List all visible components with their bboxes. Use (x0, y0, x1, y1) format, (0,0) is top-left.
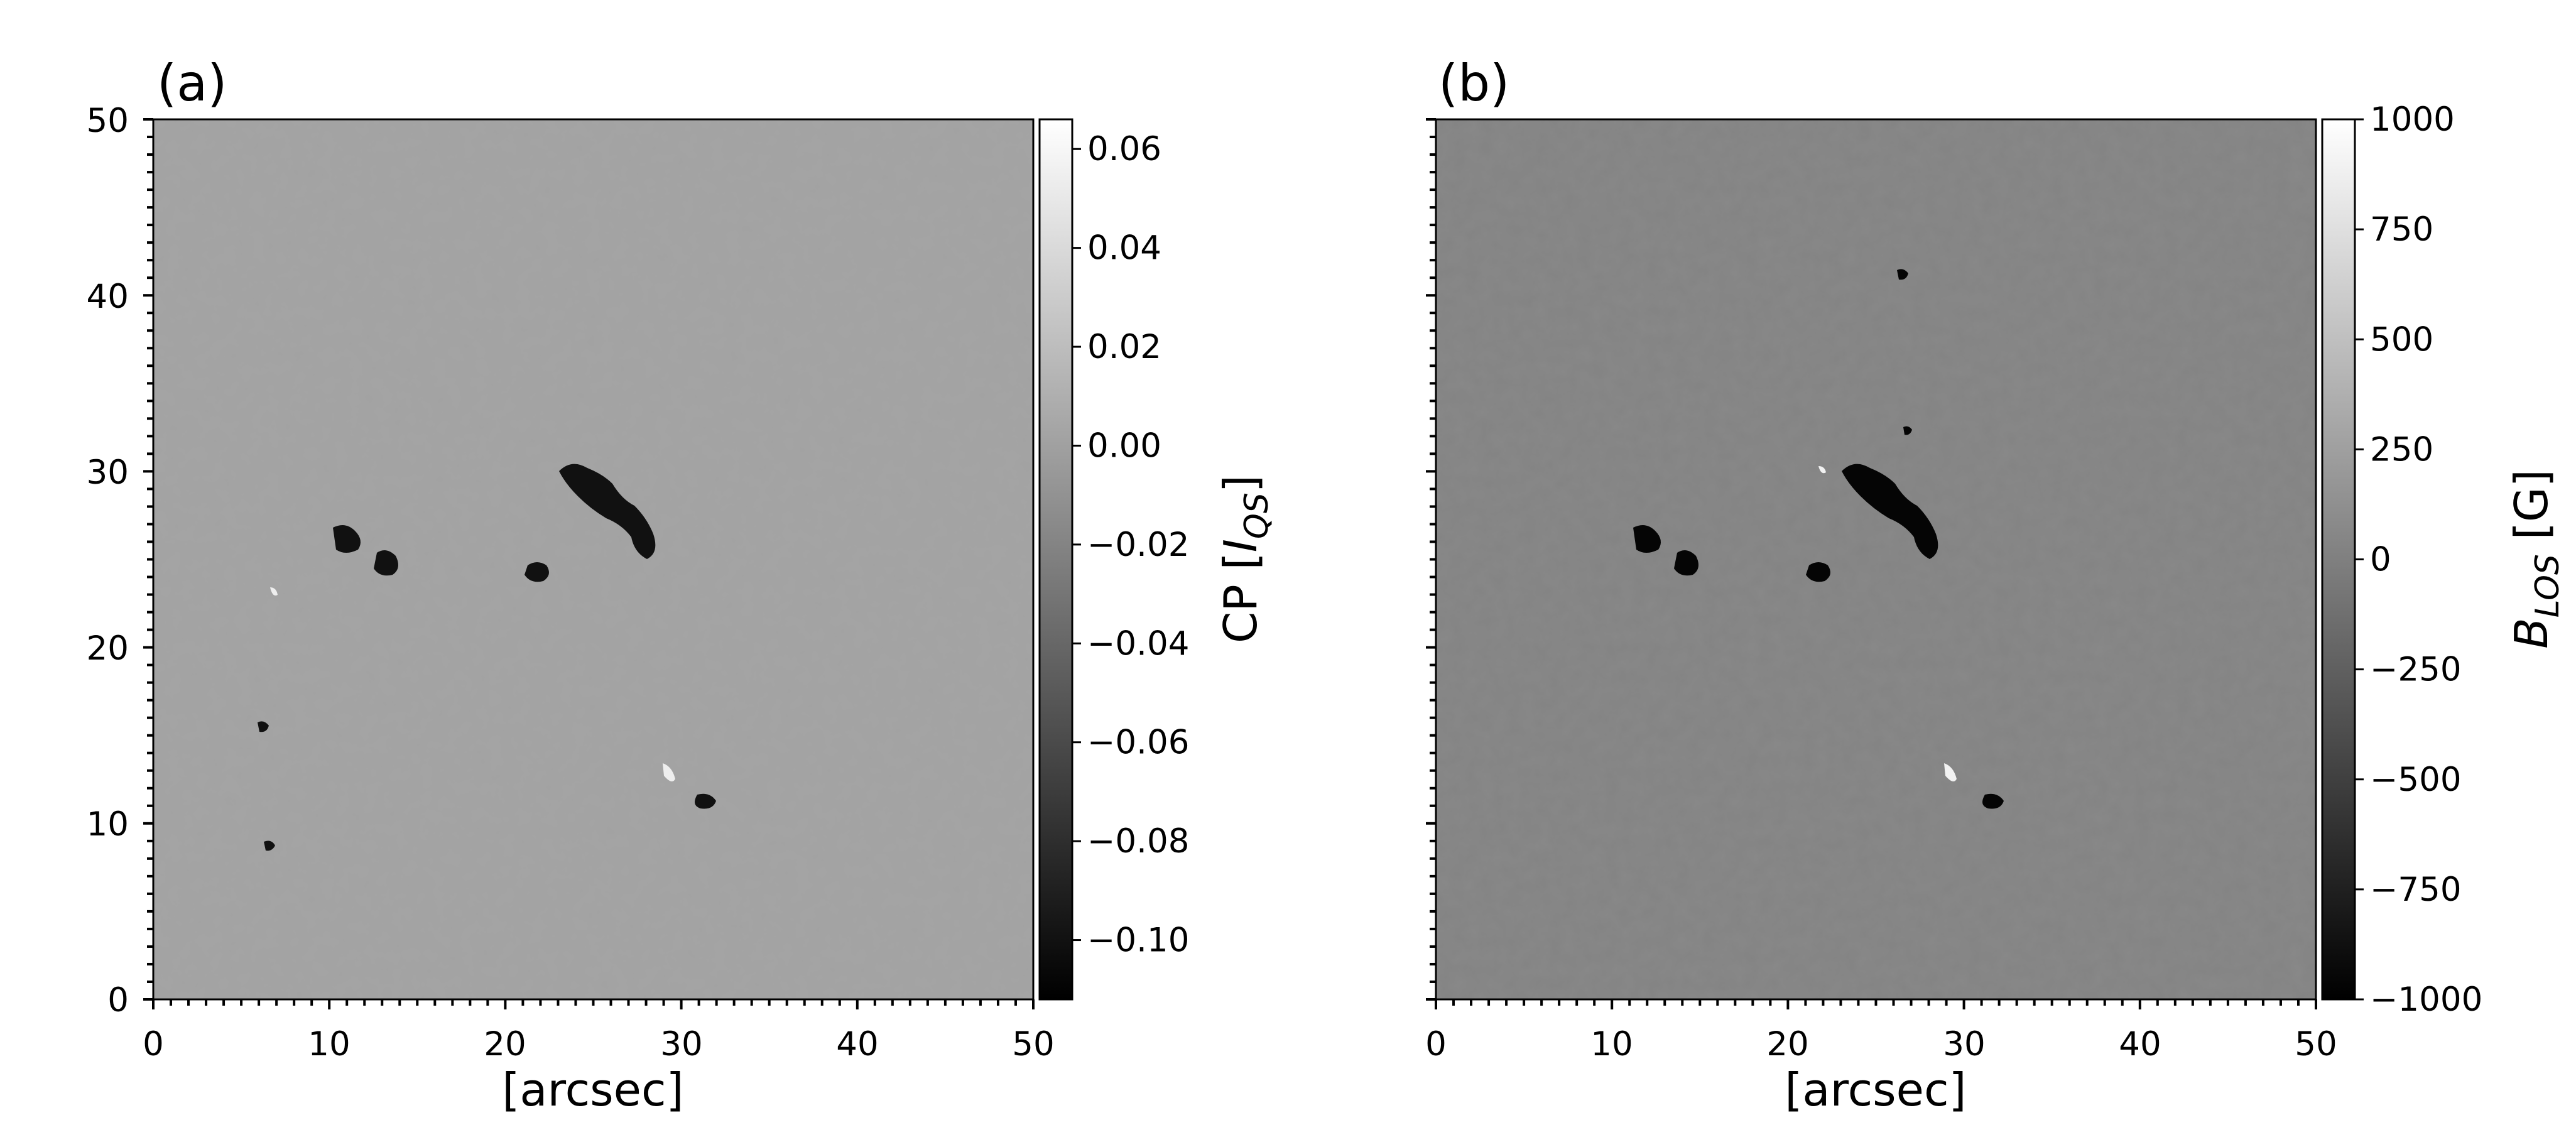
flux-cluster-b1 (1842, 464, 1938, 559)
bright-feature-b2 (1818, 466, 1826, 474)
panel-b-ticks (1426, 118, 2317, 1009)
x-tick-40: 40 (836, 1025, 878, 1063)
y-tick-0: 0 (107, 981, 129, 1019)
x-tick-b-30: 30 (1943, 1025, 1985, 1063)
x-tick-30: 30 (660, 1025, 702, 1063)
x-tick-b-50: 50 (2295, 1025, 2337, 1063)
panel-a-colorbar-ticks: 0.06 0.04 0.02 0.00 −0.02 −0.04 −0.06 −0.08 −0.1… (1072, 130, 1189, 960)
colorbar-tick-label: −0.10 (1087, 921, 1189, 960)
y-tick-20: 20 (87, 629, 129, 668)
cp-label-close: ] (1214, 475, 1267, 492)
y-tick-30: 30 (87, 454, 129, 492)
colorbar-tick-label: 0.00 (1087, 427, 1161, 465)
flux-cluster-2 (333, 525, 361, 553)
flux-cluster-b6 (1897, 269, 1908, 280)
flux-cluster-3 (374, 550, 398, 576)
flux-cluster-1 (559, 464, 656, 559)
flux-cluster-4 (524, 562, 549, 582)
y-tick-50: 50 (87, 102, 129, 140)
y-tick-10: 10 (87, 805, 129, 844)
x-tick-50: 50 (1012, 1025, 1054, 1063)
panel-b-colorbar-ticks: 1000 750 500 250 0 −250 −500 −750 −1000 (2355, 101, 2482, 1019)
panel-a-bright-features (270, 587, 675, 781)
blos-label-units: [G] (2505, 469, 2558, 554)
colorbar-tick-label: 0.06 (1087, 130, 1161, 168)
panel-a: (a) 0 10 20 30 40 50 0 10 20 30 40 (87, 54, 1276, 1116)
cp-label-sub: QS (1238, 492, 1276, 539)
colorbar-tick-label: 500 (2370, 320, 2433, 359)
panel-a-ticks (143, 118, 1035, 1009)
colorbar-tick-label: −500 (2370, 761, 2462, 799)
blos-label-italic: B (2505, 617, 2558, 648)
colorbar-tick-label: −750 (2370, 871, 2462, 909)
panel-a-features (258, 464, 716, 851)
flux-cluster-7 (264, 840, 275, 851)
flux-cluster-b5 (1982, 793, 2004, 809)
x-tick-b-0: 0 (1425, 1025, 1447, 1063)
colorbar-tick-label: 0.02 (1087, 328, 1161, 366)
flux-cluster-b3 (1674, 550, 1698, 576)
panel-b-bright-features (1818, 466, 1957, 781)
panel-a-colorbar-label: CP [IQS] (1214, 475, 1276, 643)
x-tick-b-40: 40 (2119, 1025, 2161, 1063)
panel-b-colorbar (2321, 118, 2356, 1001)
x-tick-10: 10 (308, 1025, 350, 1063)
colorbar-tick-label: 250 (2370, 430, 2433, 469)
colorbar-tick-label: −0.04 (1087, 624, 1189, 663)
flux-cluster-b2 (1633, 525, 1661, 553)
colorbar-tick-label: 0 (2370, 541, 2391, 579)
x-tick-0: 0 (143, 1025, 164, 1063)
colorbar-tick-label: −1000 (2370, 981, 2482, 1019)
panel-b-texture (1436, 119, 2316, 999)
flux-cluster-5 (695, 793, 716, 809)
panel-a-xlabel: [arcsec] (502, 1063, 683, 1116)
panel-a-colorbar (1038, 118, 1073, 1001)
panel-b-features (1633, 269, 2004, 809)
colorbar-tick-label: 1000 (2370, 101, 2455, 139)
flux-cluster-b7 (1903, 426, 1912, 435)
panel-b-xlabel: [arcsec] (1785, 1063, 1966, 1116)
panel-b-label: (b) (1438, 54, 1509, 112)
colorbar-tick-label: −0.08 (1087, 822, 1189, 861)
bright-feature-1 (663, 763, 675, 781)
x-tick-b-10: 10 (1590, 1025, 1633, 1063)
flux-cluster-6 (258, 721, 269, 732)
panel-b-colorbar-label: BLOS [G] (2505, 469, 2567, 649)
colorbar-tick-label: −0.06 (1087, 724, 1189, 762)
blos-label-sub: LOS (2529, 554, 2567, 617)
colorbar-tick-label: 750 (2370, 210, 2433, 249)
bright-feature-b1 (1944, 763, 1957, 781)
cp-label-italic: I (1214, 539, 1267, 552)
flux-cluster-b4 (1806, 562, 1830, 582)
y-tick-40: 40 (87, 278, 129, 316)
bright-feature-2 (270, 587, 278, 596)
colorbar-tick-label: −250 (2370, 651, 2462, 689)
panel-a-texture (153, 119, 1033, 999)
colorbar-tick-label: 0.04 (1087, 229, 1161, 268)
panel-b: (b) 0 10 20 30 40 50 [arcsec] 1000 750 500… (1425, 54, 2567, 1116)
cp-label-main: CP [ (1214, 552, 1267, 643)
x-tick-20: 20 (484, 1025, 526, 1063)
colorbar-tick-label: −0.02 (1087, 526, 1189, 564)
panel-a-label: (a) (157, 54, 227, 112)
x-tick-b-20: 20 (1766, 1025, 1808, 1063)
